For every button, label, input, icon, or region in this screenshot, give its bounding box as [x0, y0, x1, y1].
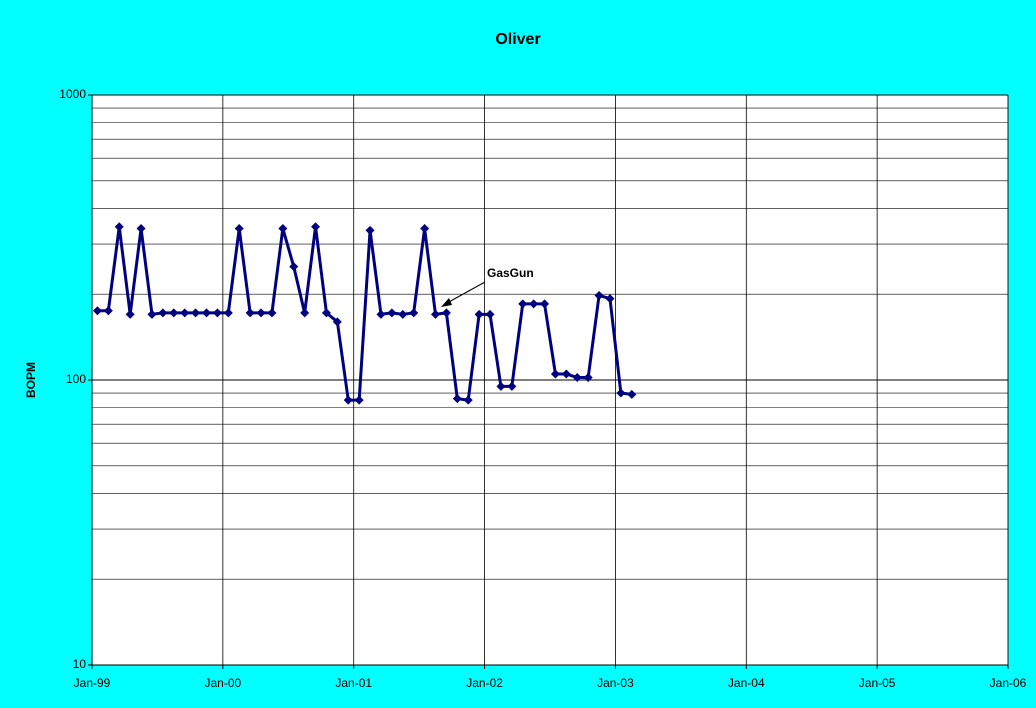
marker	[245, 308, 255, 318]
marker	[420, 224, 430, 234]
marker	[616, 388, 626, 398]
marker	[147, 309, 157, 319]
marker	[540, 299, 550, 309]
marker	[518, 299, 528, 309]
marker	[289, 262, 299, 272]
marker	[267, 308, 277, 318]
marker	[398, 309, 408, 319]
marker	[202, 308, 211, 318]
x-tick-label: Jan-04	[728, 676, 765, 690]
x-tick-label: Jan-01	[335, 676, 372, 690]
marker	[387, 308, 397, 318]
marker	[212, 308, 222, 318]
x-tick-label: Jan-00	[205, 676, 242, 690]
marker	[234, 224, 244, 234]
marker	[409, 308, 419, 318]
y-axis-title: BOPM	[24, 362, 38, 398]
marker	[452, 394, 462, 404]
marker	[223, 308, 233, 318]
grid: 10 100 1000 Jan-99 Jan-00 Jan-01 Jan-02 Jan-03 J…	[59, 87, 1026, 690]
marker	[529, 299, 539, 309]
marker	[300, 308, 310, 318]
marker	[583, 373, 593, 383]
annotation: GasGun	[487, 266, 534, 280]
marker	[321, 308, 331, 318]
marker	[191, 308, 201, 318]
marker	[125, 309, 135, 319]
marker	[169, 308, 179, 318]
marker	[594, 290, 604, 300]
marker	[311, 222, 321, 232]
marker	[92, 306, 102, 316]
x-tick-label: Jan-99	[74, 676, 111, 690]
marker	[278, 224, 288, 234]
marker	[507, 381, 517, 391]
marker	[431, 309, 440, 319]
chart-title: Oliver	[495, 31, 540, 48]
marker	[605, 294, 615, 304]
y-tick-label: 100	[66, 372, 86, 386]
marker	[627, 389, 637, 399]
marker	[332, 317, 342, 327]
marker	[496, 381, 506, 391]
marker	[256, 308, 266, 318]
marker	[365, 225, 375, 235]
marker	[103, 306, 113, 316]
marker	[463, 395, 473, 405]
x-tick-label: Jan-05	[859, 676, 896, 690]
marker	[114, 222, 124, 232]
y-tick-label: 1000	[59, 87, 86, 101]
marker	[485, 309, 495, 319]
marker	[180, 308, 190, 318]
marker	[572, 373, 582, 383]
x-tick-label: Jan-06	[990, 676, 1027, 690]
annotation-arrow	[446, 281, 486, 304]
marker	[343, 395, 353, 405]
marker	[550, 369, 560, 379]
marker	[474, 309, 484, 319]
series	[92, 222, 637, 405]
marker	[441, 308, 451, 318]
y-tick-label: 10	[73, 657, 87, 671]
marker	[354, 395, 364, 405]
annotation-arrowhead	[441, 298, 452, 307]
marker	[376, 309, 386, 319]
marker	[561, 369, 571, 379]
marker	[136, 224, 146, 234]
x-tick-label: Jan-03	[597, 676, 634, 690]
marker	[158, 308, 168, 318]
x-tick-label: Jan-02	[466, 676, 503, 690]
